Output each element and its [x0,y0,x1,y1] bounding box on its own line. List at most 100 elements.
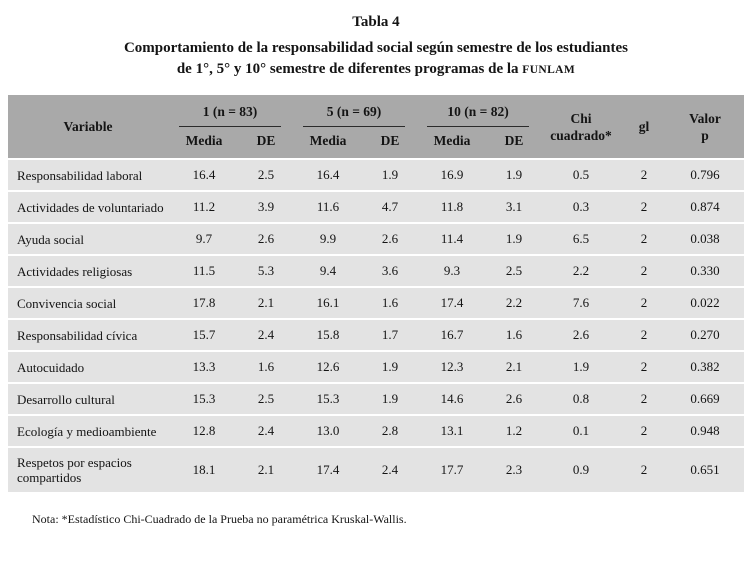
value-cell: 2.6 [364,222,417,254]
value-cell: 12.6 [292,350,365,382]
table-number: Tabla 4 [352,14,400,30]
value-cell: 13.0 [292,414,365,446]
value-cell: 2.1 [240,286,293,318]
value-cell: 1.2 [488,414,541,446]
variable-cell: Ayuda social [8,222,168,254]
value-cell: 2 [622,190,667,222]
value-cell: 15.3 [168,382,240,414]
table-caption: Tabla 4 Comportamiento de la responsabil… [8,14,744,81]
table-title-line2: de 1°, 5° y 10° semestre de diferentes p… [8,59,744,81]
value-cell: 7.6 [540,286,623,318]
value-cell: 1.9 [364,350,417,382]
value-cell: 2.4 [240,414,293,446]
value-cell: 12.3 [416,350,489,382]
value-cell: 14.6 [416,382,489,414]
group-header-row: Variable 1 (n = 83) 5 (n = 69) 10 (n = 8… [8,95,745,158]
table-header: Variable 1 (n = 83) 5 (n = 69) 10 (n = 8… [8,95,745,158]
value-cell: 0.669 [666,382,745,414]
variable-cell: Desarrollo cultural [8,382,168,414]
value-cell: 18.1 [168,446,240,492]
col-header-valor-p: Valor p [666,95,745,158]
value-cell: 11.8 [416,190,489,222]
value-cell: 1.6 [364,286,417,318]
value-cell: 2 [622,350,667,382]
value-cell: 0.651 [666,446,745,492]
value-cell: 13.3 [168,350,240,382]
funlam-acronym: FUNLAM [522,64,576,76]
variable-cell: Ecología y medioambiente [8,414,168,446]
value-cell: 2 [622,286,667,318]
value-cell: 6.5 [540,222,623,254]
value-cell: 0.3 [540,190,623,222]
value-cell: 0.382 [666,350,745,382]
variable-cell: Convivencia social [8,286,168,318]
value-cell: 2.6 [488,382,541,414]
table-row: Actividades religiosas 11.5 5.3 9.4 3.6 9.3 2.… [8,254,745,286]
value-cell: 17.8 [168,286,240,318]
value-cell: 2.5 [488,254,541,286]
col-header-variable: Variable [8,95,168,158]
value-cell: 16.1 [292,286,365,318]
variable-cell: Responsabilidad cívica [8,318,168,350]
value-cell: 9.3 [416,254,489,286]
table-title-line2-text: de 1°, 5° y 10° semestre de diferentes p… [176,61,523,77]
table-row: Ecología y medioambiente 12.8 2.4 13.0 2.8 13… [8,414,745,446]
value-cell: 4.7 [364,190,417,222]
value-cell: 9.7 [168,222,240,254]
sub-header-de-5: DE [364,127,417,158]
value-cell: 11.6 [292,190,365,222]
value-cell: 16.7 [416,318,489,350]
value-cell: 13.1 [416,414,489,446]
value-cell: 0.948 [666,414,745,446]
group-header-semester-5: 5 (n = 69) [292,95,417,127]
variable-cell: Actividades de voluntariado [8,190,168,222]
value-cell: 1.9 [488,222,541,254]
variable-cell: Responsabilidad laboral [8,158,168,190]
value-cell: 2.4 [240,318,293,350]
value-cell: 3.9 [240,190,293,222]
value-cell: 2.1 [240,446,293,492]
table-row: Respetos por espacios compartidos 18.1 2.1… [8,446,745,492]
value-cell: 2.6 [540,318,623,350]
sub-header-media-1: Media [168,127,240,158]
col-header-chi-cuadrado: Chi cuadrado* [540,95,623,158]
value-cell: 2 [622,382,667,414]
table-row: Ayuda social 9.7 2.6 9.9 2.6 11.4 1.9 6.5 2 0.038 [8,222,745,254]
value-cell: 2.2 [540,254,623,286]
value-cell: 2.3 [488,446,541,492]
variable-cell: Autocuidado [8,350,168,382]
value-cell: 0.8 [540,382,623,414]
variable-cell: Respetos por espacios compartidos [8,446,168,492]
value-cell: 3.6 [364,254,417,286]
table-body: Responsabilidad laboral 16.4 2.5 16.4 1.9 16.… [8,158,745,492]
value-cell: 2 [622,222,667,254]
value-cell: 2.4 [364,446,417,492]
sub-header-row: Media DE Media DE Media DE [8,127,744,158]
value-cell: 1.7 [364,318,417,350]
value-cell: 2 [622,318,667,350]
table-row: Responsabilidad cívica 15.7 2.4 15.8 1.7 16.7… [8,318,745,350]
group-header-semester-10: 10 (n = 82) [416,95,541,127]
value-cell: 16.4 [292,158,365,190]
value-cell: 2 [622,446,667,492]
value-cell: 17.7 [416,446,489,492]
value-cell: 2 [622,158,667,190]
value-cell: 1.9 [364,382,417,414]
page: Tabla 4 Comportamiento de la responsabil… [8,14,745,526]
table-row: Responsabilidad laboral 16.4 2.5 16.4 1.9 16.… [8,158,745,190]
table-row: Convivencia social 17.8 2.1 16.1 1.6 17.4 2.2 7… [8,286,745,318]
value-cell: 0.038 [666,222,745,254]
value-cell: 2 [622,254,667,286]
value-cell: 12.8 [168,414,240,446]
value-cell: 11.4 [416,222,489,254]
value-cell: 2 [622,414,667,446]
value-cell: 0.9 [540,446,623,492]
group-header-semester-1: 1 (n = 83) [168,95,293,127]
value-cell: 15.8 [292,318,365,350]
value-cell: 9.4 [292,254,365,286]
value-cell: 1.6 [240,350,293,382]
value-cell: 2.1 [488,350,541,382]
table-row: Actividades de voluntariado 11.2 3.9 11.6 4.… [8,190,745,222]
value-cell: 2.5 [240,158,293,190]
value-cell: 1.9 [488,158,541,190]
